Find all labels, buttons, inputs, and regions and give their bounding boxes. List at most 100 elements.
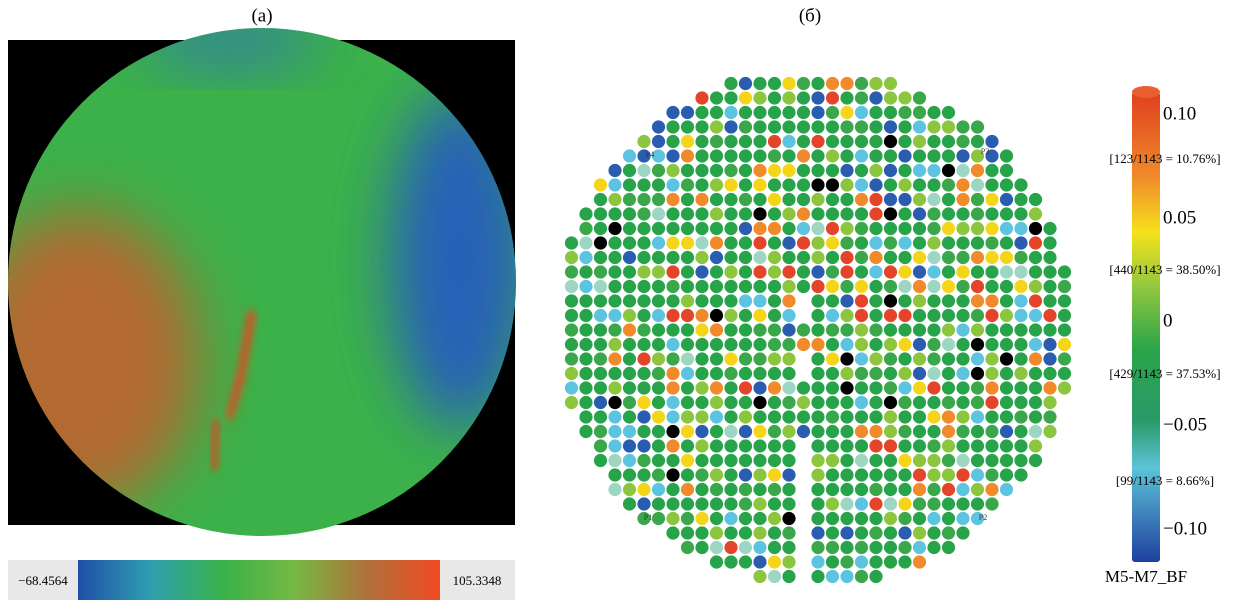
dot [970,192,985,207]
dot [927,279,941,294]
dot [912,468,927,482]
dot [956,207,970,221]
dot [825,540,840,555]
dot [666,482,680,497]
dot [854,178,869,192]
dot [811,337,825,352]
dot [593,337,608,352]
surface-map [8,28,516,536]
dot [608,453,622,468]
dot [753,250,767,265]
dot [695,279,709,294]
dot [680,207,695,221]
dot [680,352,695,366]
dot [883,337,898,352]
dot [999,178,1014,192]
dot [985,294,999,308]
dot [970,381,985,395]
dot [1043,424,1057,439]
dot [651,149,666,163]
dot [898,207,912,221]
dot [927,250,941,265]
dot [637,221,651,236]
dot [927,105,941,120]
dot [898,366,912,381]
dot [651,134,666,149]
dot [738,308,753,323]
dot [666,105,680,120]
dot [666,468,680,482]
dot [622,395,637,410]
dot [985,192,999,207]
dot [767,207,782,221]
dot [767,163,782,178]
dot [999,294,1014,308]
dot [622,482,637,497]
dot [927,526,941,540]
dot [738,134,753,149]
dot [912,134,927,149]
dot [869,540,883,555]
dot [651,497,666,511]
dot [869,120,883,134]
dot [912,279,927,294]
dot [782,294,796,308]
dot [898,526,912,540]
dot [753,337,767,352]
dot [999,250,1014,265]
dot [840,323,854,337]
dot [796,381,811,395]
dot [927,439,941,453]
dot [767,511,782,526]
dot [825,178,840,192]
dot [898,395,912,410]
dot [825,76,840,91]
dot [1043,250,1057,265]
dot [854,192,869,207]
dot [854,308,869,323]
dot [970,120,985,134]
dot [637,497,651,511]
dot [753,294,767,308]
dot [666,424,680,439]
dot [912,294,927,308]
dot [825,482,840,497]
dot [709,511,724,526]
dot [883,265,898,279]
dot [985,366,999,381]
dot [753,105,767,120]
dot [724,250,738,265]
dot [883,439,898,453]
dot [898,424,912,439]
dot [666,120,680,134]
dot [854,149,869,163]
dot [956,410,970,424]
dot [651,337,666,352]
dot [680,526,695,540]
dot [869,468,883,482]
dot [941,453,956,468]
dot [970,410,985,424]
dot [1028,207,1043,221]
dot [970,221,985,236]
dot [811,279,825,294]
dot [709,540,724,555]
dot [753,221,767,236]
dot [767,424,782,439]
dot [811,178,825,192]
dot [956,424,970,439]
dot [854,497,869,511]
dot [709,381,724,395]
dot [898,105,912,120]
dot [753,323,767,337]
dot [738,540,753,555]
dot [811,555,825,569]
dot [767,555,782,569]
dot [738,265,753,279]
dot [767,236,782,250]
dot [767,526,782,540]
dot [767,105,782,120]
dot [695,526,709,540]
dot [724,468,738,482]
dot [956,294,970,308]
